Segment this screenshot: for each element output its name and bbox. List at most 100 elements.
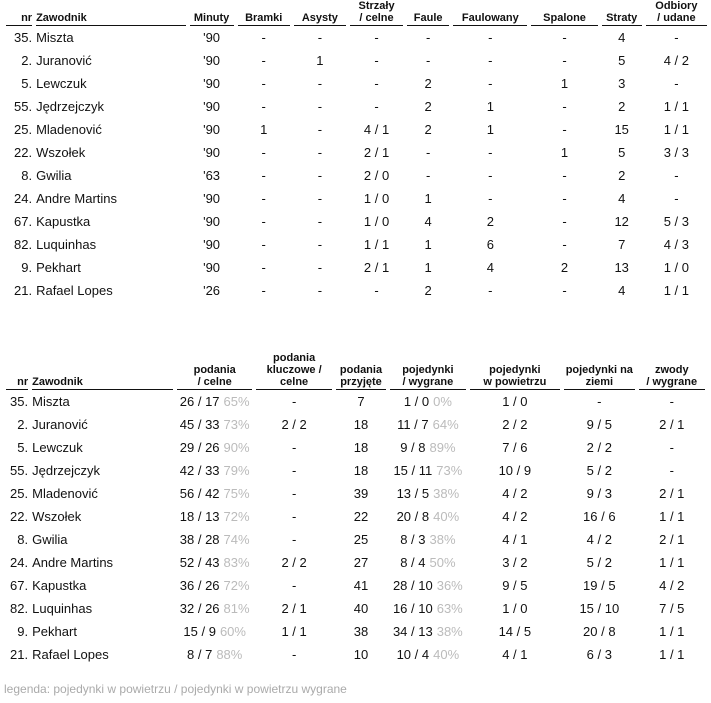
table-cell: 1 / 1 (659, 624, 685, 639)
table-cell: - (261, 30, 266, 45)
table-cell: 4 / 1 (363, 122, 390, 137)
table-cell: 1 / 1 (363, 237, 390, 252)
table-cell: 1 / 1 (659, 647, 685, 662)
table-cell: - (562, 214, 567, 229)
table-cell: 16 / 10 63% (390, 597, 465, 620)
column-header: nr (6, 352, 29, 390)
table-cell: - (291, 532, 297, 547)
cell-percent: 38% (436, 624, 463, 639)
table-cell: 8 / 4 50% (390, 551, 465, 574)
cell-percent: 0% (433, 394, 452, 409)
table-cell: 5. (21, 76, 33, 91)
table-cell: 5 (618, 145, 626, 160)
table-cell: - (562, 30, 567, 45)
table-cell: Andre Martins (36, 191, 117, 206)
cell-percent: 74% (223, 532, 250, 547)
header-line: nr (17, 376, 29, 388)
table-cell: Miszta (32, 394, 70, 409)
table-cell: - (562, 53, 567, 68)
table-cell: - (669, 394, 674, 409)
cell-percent: 88% (216, 647, 243, 662)
cell-value: 36 / 26 (179, 578, 220, 593)
table-cell: - (291, 578, 297, 593)
table-cell: 13 / 5 38% (390, 482, 465, 505)
table-cell: 10 / 4 40% (390, 643, 465, 666)
table-row: 9. Pekhart 15 / 9 60% 1 / 1 38 34 / 13 38% 14 / … (6, 620, 705, 643)
header-line: celne (280, 376, 309, 388)
table-cell: 24. (14, 191, 33, 206)
header-line: podania (193, 364, 236, 376)
table-cell: Juranović (36, 53, 92, 68)
table-cell: 2 (486, 214, 494, 229)
column-header: Straty (601, 0, 642, 26)
table-cell: 4 / 2 (586, 532, 612, 547)
table-cell: 4 / 2 (502, 509, 528, 524)
cell-value: 8 / 4 (400, 555, 426, 570)
table-cell: 38 / 28 74% (177, 528, 252, 551)
table-row: 24. Andre Martins 52 / 43 83% 2 / 2 27 8 / 4 50… (6, 551, 705, 574)
table-cell: 41 (353, 578, 369, 593)
table-cell: 5 (618, 53, 626, 68)
table-cell: '90 (203, 122, 221, 137)
table-cell: 1 (316, 53, 324, 68)
table-cell: Gwilia (32, 532, 68, 547)
table-cell: 5 / 2 (586, 463, 612, 478)
header-line: pojedynki na (565, 364, 633, 376)
table-cell: - (291, 440, 297, 455)
cell-percent: 60% (219, 624, 246, 639)
table-cell: 9 / 3 (586, 486, 612, 501)
table-cell: 82. (14, 237, 33, 252)
header-line: podania (339, 364, 383, 376)
table-cell: 3 / 2 (502, 555, 528, 570)
cell-value: 29 / 26 (179, 440, 220, 455)
table-cell: '90 (203, 53, 221, 68)
cell-percent: 75% (223, 486, 250, 501)
table-cell: - (261, 145, 266, 160)
table-cell: 15 / 10 (579, 601, 620, 616)
table-cell: 18 (353, 440, 369, 455)
column-header: podania / celne (176, 352, 253, 390)
cell-value: 20 / 8 (396, 509, 430, 524)
header-line: ziemi (585, 376, 614, 388)
table-cell: - (597, 394, 602, 409)
header-line: nr (21, 12, 33, 24)
table-cell: '90 (203, 99, 221, 114)
table-cell: '90 (203, 214, 221, 229)
table-cell: 22. (10, 509, 29, 524)
cell-value: 16 / 10 (392, 601, 433, 616)
table-row: 67. Kapustka '90 - - 1 / 0 4 2 - 12 5 / 3 (6, 210, 707, 233)
table-cell: 25. (10, 486, 29, 501)
header-line: / wygrane (646, 376, 698, 388)
table-cell: - (374, 30, 379, 45)
table-cell: 18 (353, 417, 369, 432)
table-cell: 1 / 0 (502, 394, 528, 409)
table-cell: 27 (353, 555, 369, 570)
table-cell: 10 (353, 647, 369, 662)
table-cell: 22 (353, 509, 369, 524)
table-cell: - (374, 99, 379, 114)
table-row: 35. Miszta '90 - - - - - - 4 - (6, 26, 707, 49)
cell-percent: 72% (223, 509, 250, 524)
table-row: 22. Wszołek 18 / 13 72% - 22 20 / 8 40% 4 / 2 16 … (6, 505, 705, 528)
table-cell: 1 / 0 (663, 260, 690, 275)
table-cell: 20 / 8 (583, 624, 616, 639)
table-cell: 1 / 0 (363, 214, 390, 229)
table-cell: - (291, 486, 297, 501)
table-cell: 1 / 1 (663, 99, 690, 114)
cell-percent: 38% (433, 486, 460, 501)
table-cell: 55. (14, 99, 33, 114)
table-cell: 5 / 3 (663, 214, 690, 229)
column-header: Faule (407, 0, 450, 26)
table-cell: - (261, 214, 266, 229)
table-cell: 42 / 33 79% (177, 459, 252, 482)
table-cell: 4 (424, 214, 432, 229)
cell-value: 42 / 33 (179, 463, 220, 478)
table-cell: - (488, 145, 493, 160)
cell-value: 26 / 17 (179, 394, 220, 409)
table-cell: - (488, 76, 493, 91)
table-cell: Mladenović (36, 122, 102, 137)
column-header: Zawodnik (36, 0, 186, 26)
table-cell: 2. (17, 417, 29, 432)
table-cell: '90 (203, 30, 221, 45)
header-line: / udane (657, 12, 696, 24)
